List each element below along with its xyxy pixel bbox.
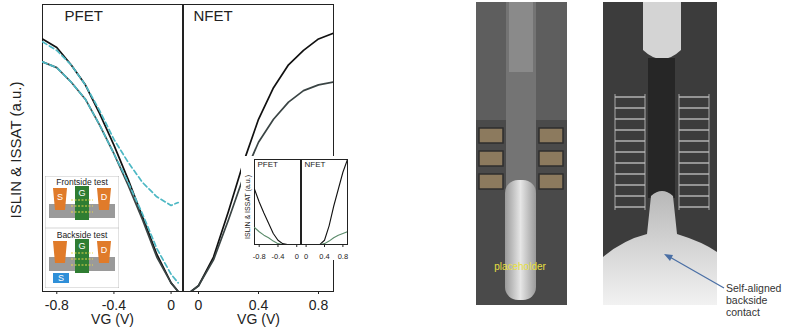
- svg-text:0.8: 0.8: [338, 252, 348, 261]
- html-text:ISLIN & ISSAT (a.u.): ISLIN & ISSAT (a.u.): [6, 81, 24, 219]
- svg-text:VG (V): VG (V): [91, 311, 134, 327]
- svg-text:Frontside test: Frontside test: [56, 177, 108, 187]
- svg-text:NFET: NFET: [194, 7, 233, 24]
- svg-text:VG (V): VG (V): [237, 311, 280, 327]
- svg-text:S: S: [58, 273, 64, 283]
- svg-text:-0.8: -0.8: [253, 252, 266, 261]
- svg-text:PFET: PFET: [258, 160, 279, 169]
- svg-text:Backside test: Backside test: [57, 230, 108, 240]
- svg-text:0: 0: [167, 297, 175, 313]
- svg-text:G: G: [78, 188, 85, 198]
- svg-text:0.4: 0.4: [319, 252, 329, 261]
- svg-text:0.8: 0.8: [309, 297, 329, 313]
- svg-text:-0.8: -0.8: [45, 297, 69, 313]
- svg-text:D: D: [101, 192, 108, 202]
- svg-text:PFET: PFET: [65, 7, 103, 24]
- html-text:Self-aligned backside contact: Self-aligned backside contact: [726, 282, 782, 318]
- svg-text:0: 0: [295, 252, 299, 261]
- svg-text:placeholder: placeholder: [494, 261, 546, 272]
- svg-text:-0.4: -0.4: [272, 252, 285, 261]
- svg-text:0.4: 0.4: [248, 297, 269, 314]
- svg-text:0: 0: [195, 297, 203, 313]
- svg-text:G: G: [78, 241, 85, 251]
- svg-text:0: 0: [304, 252, 308, 261]
- svg-text:S: S: [57, 192, 63, 202]
- svg-text:NFET: NFET: [305, 160, 326, 169]
- svg-text:D: D: [101, 245, 108, 255]
- html-text:ISLIN & ISSAT (a.u.): ISLIN & ISSAT (a.u.): [243, 175, 251, 239]
- svg-text:-0.4: -0.4: [101, 297, 126, 314]
